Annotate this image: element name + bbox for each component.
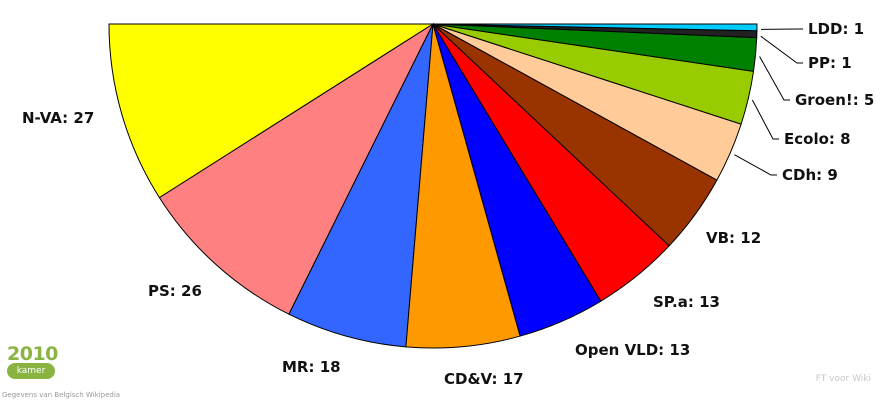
- slice-label-ecolo: Ecolo: 8: [784, 130, 851, 148]
- slice-labels: N-VA: 27 PS: 26 MR: 18 CD&V: 17 Open VLD: 13…: [22, 20, 874, 388]
- leader-line-cdh: [734, 154, 777, 176]
- slice-label-n-va: N-VA: 27: [22, 109, 94, 127]
- pie-slice-n-va: [108, 23, 435, 199]
- slice-label-groen-: Groen!: 5: [795, 91, 874, 109]
- logo-chamber-badge: kamer: [7, 363, 55, 379]
- slice-label-open-vld: Open VLD: 13: [575, 341, 690, 359]
- chart-credit: FT voor Wiki: [815, 374, 871, 384]
- pie-slice-ps: [158, 22, 435, 315]
- pie-slice-ldd: [432, 23, 758, 32]
- logo-year: 2010: [7, 343, 58, 365]
- leader-line-pp: [760, 35, 803, 64]
- slice-label-pp: PP: 1: [808, 54, 852, 72]
- slice-label-sp-a: SP.a: 13: [653, 293, 720, 311]
- election-2010-logo: 2010 kamer: [5, 343, 59, 385]
- pie-slices: [108, 22, 758, 349]
- slice-label-mr: MR: 18: [282, 358, 341, 376]
- slice-label-cdh: CDh: 9: [782, 166, 838, 184]
- slice-label-cd-v: CD&V: 17: [444, 370, 524, 388]
- slice-label-ldd: LDD: 1: [808, 20, 864, 38]
- leader-line-ecolo: [751, 99, 779, 140]
- label-leader-lines: [734, 28, 803, 176]
- leader-line-groen-: [759, 56, 790, 101]
- slice-label-ps: PS: 26: [148, 282, 202, 300]
- source-note: Gegevens van Belgisch Wikipedia: [2, 391, 121, 399]
- pie-slice-mr: [288, 23, 434, 348]
- slice-label-vb: VB: 12: [706, 229, 761, 247]
